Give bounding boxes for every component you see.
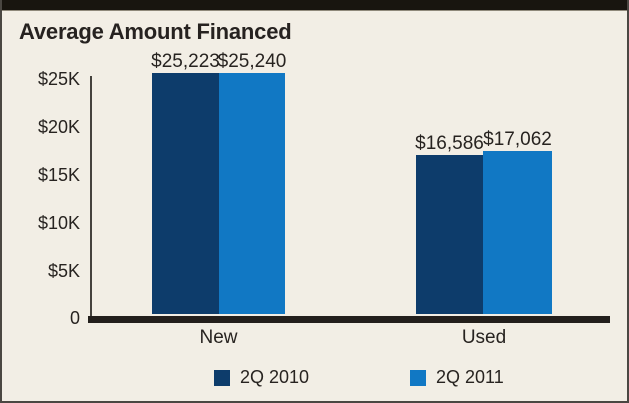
bar-value-label-used-2q2011: $17,062 bbox=[483, 129, 552, 150]
bar-group-used-2q2011: $17,062 bbox=[483, 129, 552, 314]
category-label-used: Used bbox=[461, 327, 507, 348]
bar-rect-used-2q2010 bbox=[416, 155, 483, 314]
legend-swatch-2q2010 bbox=[214, 369, 230, 386]
bar-value-label-new-2q2010: $25,223 bbox=[151, 51, 220, 72]
y-tick-10k: $10K bbox=[37, 213, 80, 233]
bar-rect-used-2q2011 bbox=[483, 151, 552, 314]
bar-group-new-2q2010: $25,223 bbox=[151, 51, 220, 314]
legend-swatch-2q2011 bbox=[410, 369, 426, 386]
bar-value-label-used-2q2010: $16,586 bbox=[415, 133, 484, 154]
legend-label-2q2011: 2Q 2011 bbox=[436, 367, 504, 387]
y-tick-0: 0 bbox=[69, 308, 80, 328]
bar-value-label-new-2q2011: $25,240 bbox=[217, 51, 287, 72]
bar-group-new-2q2011: $25,240 bbox=[217, 51, 287, 314]
legend-label-2q2010: 2Q 2010 bbox=[240, 367, 310, 387]
y-tick-25k: $25K bbox=[37, 69, 80, 89]
y-axis-line bbox=[90, 76, 92, 316]
bar-rect-new-2q2010 bbox=[152, 73, 219, 314]
bar-group-used-2q2010: $16,586 bbox=[415, 133, 484, 314]
y-tick-20k: $20K bbox=[37, 117, 80, 137]
category-label-new: New bbox=[199, 327, 238, 348]
legend-item-2q2010: 2Q 2010 bbox=[214, 367, 309, 388]
legend-item-2q2011: 2Q 2011 bbox=[410, 367, 504, 388]
y-tick-5k: $5K bbox=[47, 261, 80, 281]
chart-title: Average Amount Financed bbox=[19, 19, 292, 44]
x-axis-baseline bbox=[88, 316, 610, 323]
y-tick-15k: $15K bbox=[37, 165, 80, 185]
top-band bbox=[2, 0, 627, 11]
bar-rect-new-2q2011 bbox=[219, 73, 285, 314]
